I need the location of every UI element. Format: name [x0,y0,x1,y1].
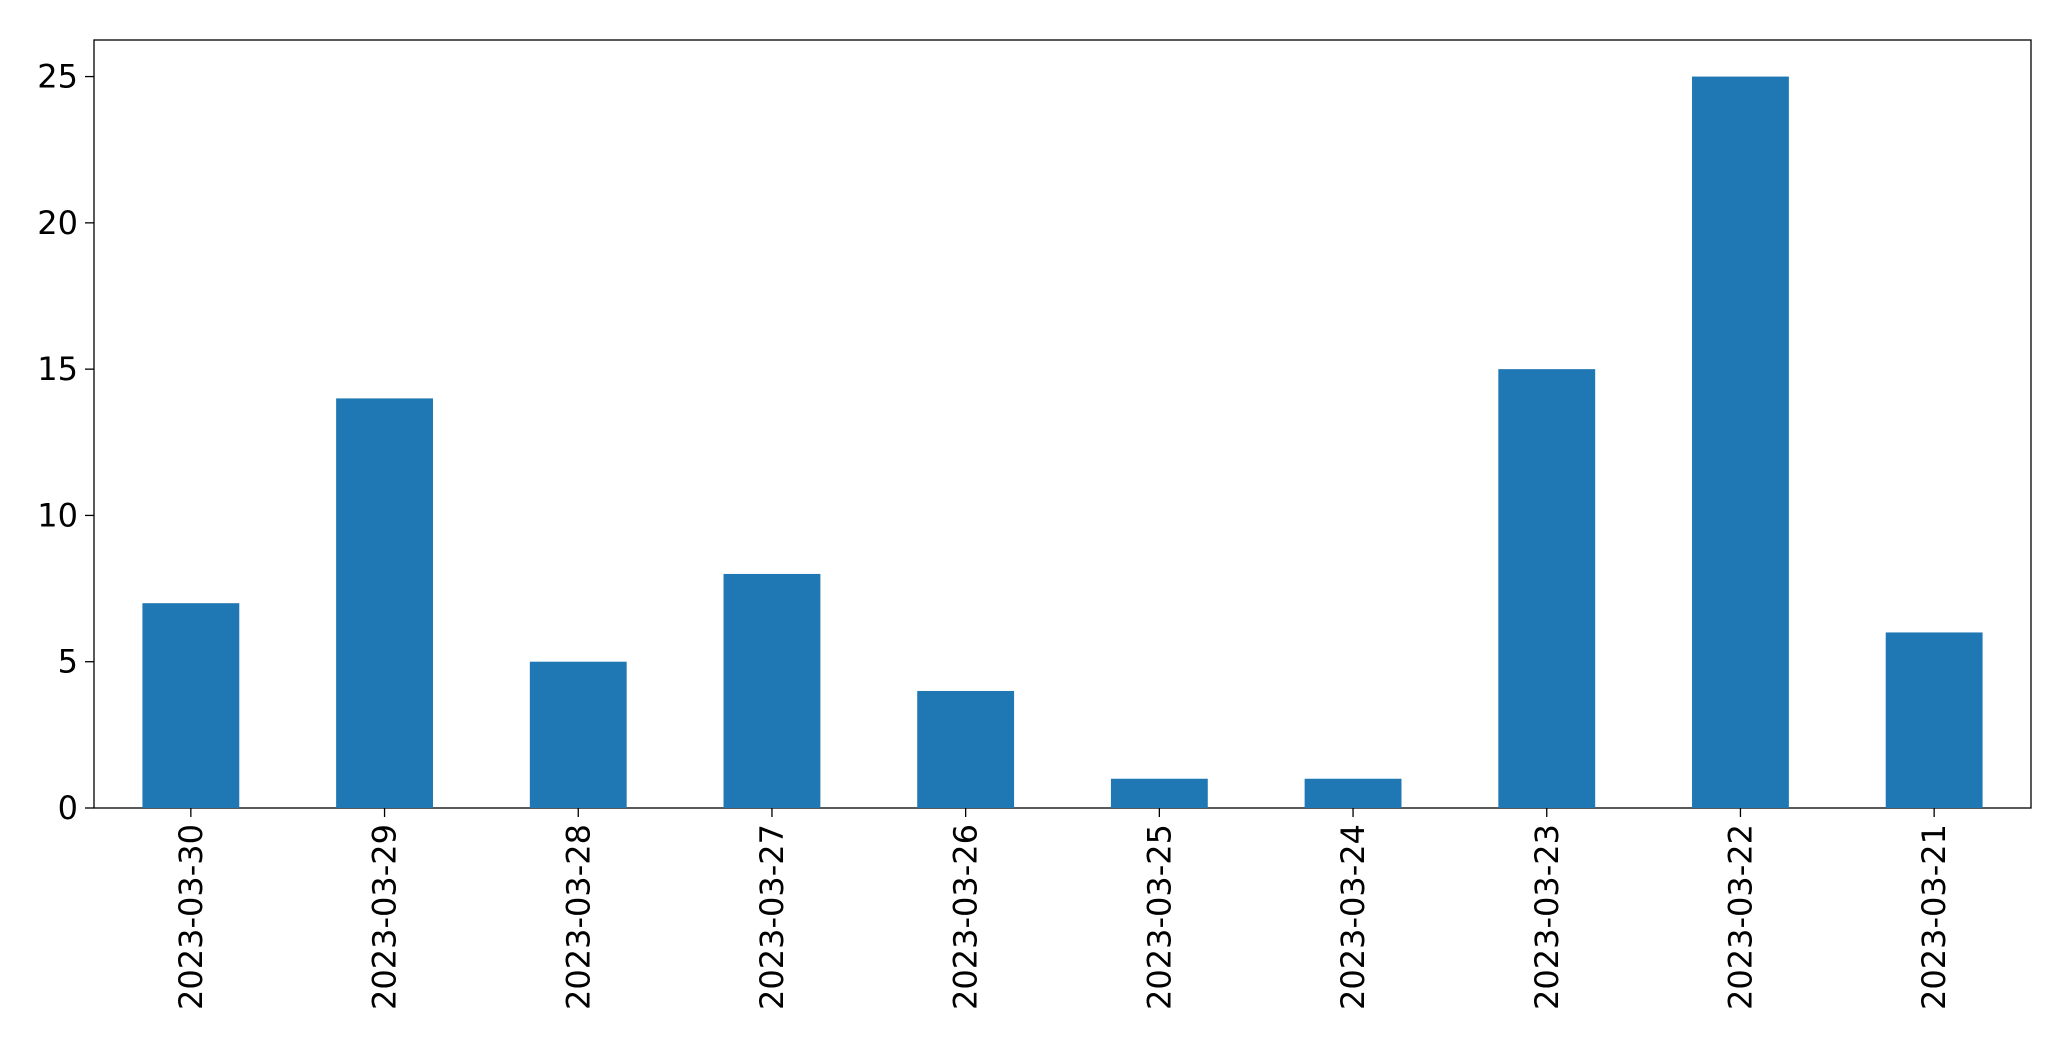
y-tick-label: 0 [58,789,78,827]
y-tick-label: 15 [37,350,78,388]
bar [1304,778,1402,808]
y-tick-label: 10 [37,496,78,534]
x-tick-label: 2023-03-26 [947,824,985,1010]
bar [1110,778,1208,808]
x-tick-label: 2023-03-23 [1528,824,1566,1010]
x-tick-label: 2023-03-30 [172,824,210,1010]
x-tick-label: 2023-03-25 [1140,824,1178,1010]
x-tick-label: 2023-03-22 [1721,824,1759,1010]
y-tick-label: 20 [37,204,78,242]
y-tick-label: 5 [58,643,78,681]
bar [336,398,433,808]
x-tick-label: 2023-03-28 [559,824,597,1010]
bar [142,603,240,808]
x-tick-label: 2023-03-21 [1915,824,1953,1010]
bar [723,573,821,808]
bar [1692,76,1789,809]
x-tick-label: 2023-03-29 [366,824,404,1010]
y-tick-label: 25 [37,58,78,96]
x-tick-label: 2023-03-27 [753,824,791,1010]
bar [917,690,1015,808]
bar [1885,632,1983,808]
plot-frame [93,39,2032,809]
bar [1498,369,1596,808]
bar [529,661,627,808]
x-tick-label: 2023-03-24 [1334,824,1372,1010]
